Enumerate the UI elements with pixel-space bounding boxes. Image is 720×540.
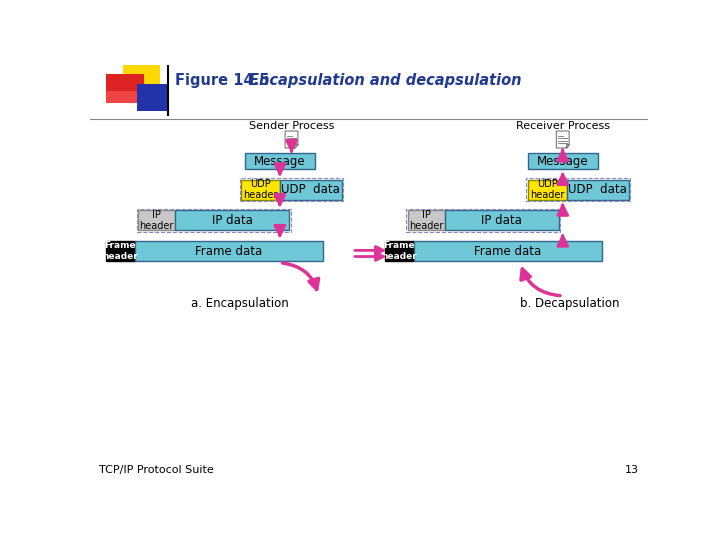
Polygon shape bbox=[294, 144, 298, 148]
Bar bbox=[414, 241, 601, 261]
Polygon shape bbox=[557, 131, 569, 148]
Bar bbox=[106, 96, 141, 98]
Bar bbox=[567, 179, 629, 200]
Bar bbox=[106, 94, 140, 96]
Bar bbox=[106, 96, 141, 97]
Bar bbox=[106, 95, 141, 96]
Bar bbox=[106, 98, 143, 99]
Text: Frame
header: Frame header bbox=[382, 241, 417, 261]
Text: Message: Message bbox=[537, 154, 588, 167]
Polygon shape bbox=[285, 131, 298, 148]
Text: Sender Process: Sender Process bbox=[249, 122, 334, 131]
Bar bbox=[384, 241, 414, 261]
Bar bbox=[445, 211, 559, 231]
Bar bbox=[106, 98, 143, 100]
Text: UDP  data: UDP data bbox=[568, 183, 627, 196]
Text: IP
header: IP header bbox=[140, 210, 174, 231]
Bar bbox=[106, 92, 140, 93]
Text: Message: Message bbox=[254, 154, 306, 167]
Bar bbox=[106, 93, 140, 95]
Bar bbox=[526, 178, 630, 201]
Text: a. Encapsulation: a. Encapsulation bbox=[191, 297, 289, 310]
Bar bbox=[106, 97, 142, 99]
Text: 13: 13 bbox=[625, 465, 639, 475]
Bar bbox=[106, 101, 144, 103]
Text: Frame
header: Frame header bbox=[102, 241, 138, 261]
Bar bbox=[106, 102, 144, 103]
Bar bbox=[106, 99, 143, 100]
Bar bbox=[528, 153, 598, 168]
Bar bbox=[106, 97, 142, 98]
Text: IP data: IP data bbox=[482, 214, 522, 227]
Text: UDP
header: UDP header bbox=[243, 179, 278, 200]
Bar bbox=[106, 92, 140, 94]
Bar bbox=[106, 91, 139, 93]
Text: Figure 14.5: Figure 14.5 bbox=[175, 73, 270, 87]
Text: Encapsulation and decapsulation: Encapsulation and decapsulation bbox=[249, 73, 521, 87]
Bar bbox=[106, 92, 139, 93]
Bar bbox=[138, 211, 175, 231]
Bar bbox=[106, 93, 140, 94]
Bar bbox=[137, 209, 291, 232]
Text: Frame data: Frame data bbox=[195, 245, 262, 258]
Bar bbox=[106, 241, 135, 261]
Text: Receiver Process: Receiver Process bbox=[516, 122, 610, 131]
Bar bbox=[175, 211, 289, 231]
Bar bbox=[106, 95, 141, 97]
Bar bbox=[528, 179, 567, 200]
Bar bbox=[106, 100, 143, 102]
Bar bbox=[137, 84, 169, 111]
Bar bbox=[106, 100, 143, 102]
Bar bbox=[106, 94, 140, 96]
Bar bbox=[135, 241, 323, 261]
Text: b. Decapsulation: b. Decapsulation bbox=[520, 297, 620, 310]
Bar bbox=[106, 99, 143, 101]
Bar bbox=[240, 178, 343, 201]
Text: UDP
header: UDP header bbox=[530, 179, 564, 200]
Bar bbox=[406, 209, 560, 232]
Bar bbox=[106, 74, 144, 103]
Bar bbox=[280, 179, 342, 200]
Bar bbox=[122, 65, 160, 92]
Text: IP data: IP data bbox=[212, 214, 253, 227]
Bar bbox=[106, 98, 142, 99]
Text: UDP  data: UDP data bbox=[282, 183, 341, 196]
Text: IP
header: IP header bbox=[409, 210, 444, 231]
Bar bbox=[408, 211, 445, 231]
Text: TCP/IP Protocol Suite: TCP/IP Protocol Suite bbox=[99, 465, 214, 475]
Polygon shape bbox=[566, 144, 569, 148]
Bar bbox=[241, 179, 280, 200]
Bar bbox=[245, 153, 315, 168]
Bar bbox=[106, 102, 144, 103]
Text: Frame data: Frame data bbox=[474, 245, 541, 258]
Bar bbox=[106, 91, 139, 92]
